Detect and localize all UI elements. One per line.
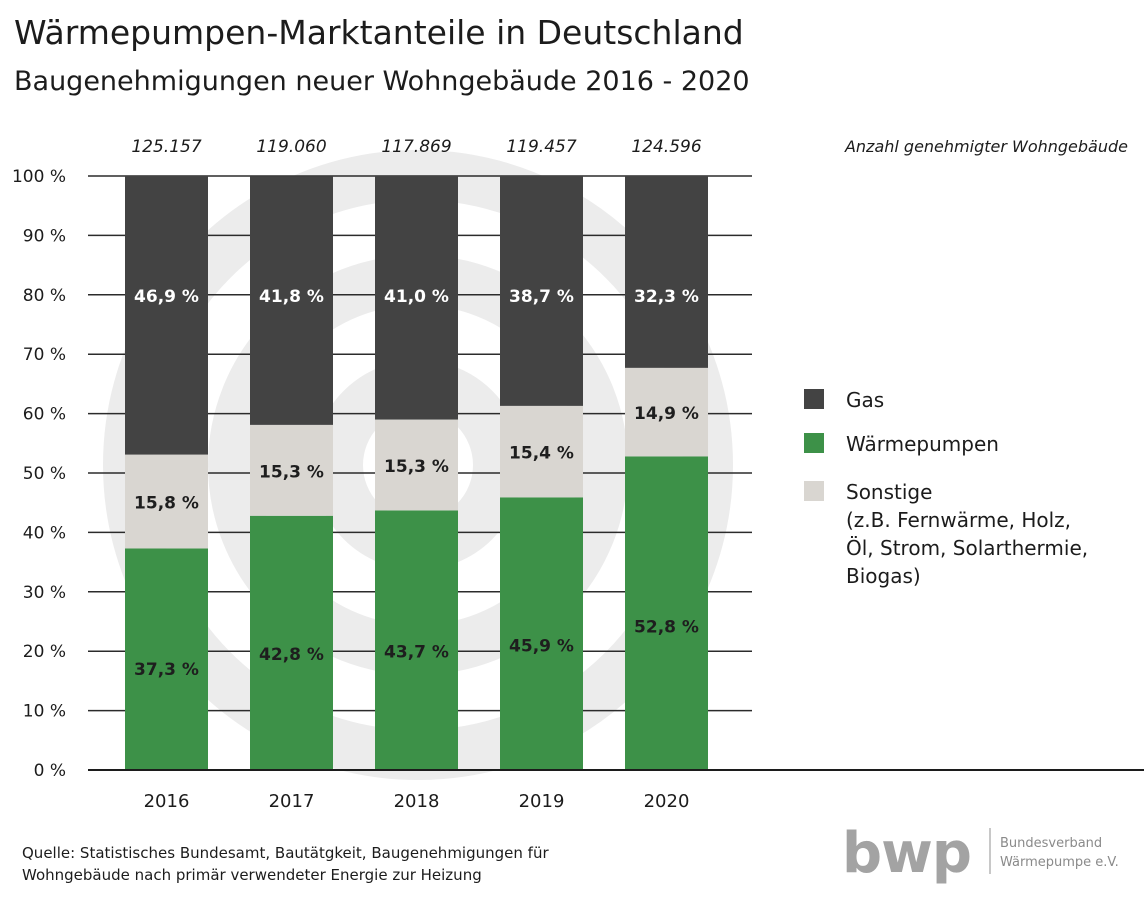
y-tick-label: 100 % <box>12 167 66 187</box>
bar-gas-2018 <box>375 176 458 420</box>
bar-gas-2019 <box>500 176 583 406</box>
data-label: 15,3 % <box>259 462 324 482</box>
logo-line-1: Bundesverband <box>1000 836 1102 851</box>
data-label: 41,8 % <box>259 287 324 307</box>
data-label: 37,3 % <box>134 660 199 680</box>
x-tick-label: 2020 <box>644 791 690 812</box>
bar-w-rmepumpen-2019 <box>500 497 583 770</box>
chart-title: Wärmepumpen-Marktanteile in Deutschland <box>14 13 744 52</box>
x-tick-label: 2017 <box>269 791 315 812</box>
y-tick-label: 30 % <box>23 583 66 603</box>
logo-line-2: Wärmepumpe e.V. <box>1000 855 1119 870</box>
bar-totals: 125.157 119.060 117.869 119.457 124.596 <box>131 137 701 157</box>
bar-sonstige-2020 <box>625 367 708 457</box>
bars <box>125 176 708 770</box>
bar-sonstige-2016 <box>125 454 208 549</box>
legend-label-w-rmepumpen: Wärmepumpen <box>846 432 999 456</box>
data-label: 45,9 % <box>509 637 574 657</box>
source-line-2: Wohngebäude nach primär verwendeter Ener… <box>22 866 482 884</box>
bar-w-rmepumpen-2017 <box>250 515 333 770</box>
y-tick-label: 50 % <box>23 464 66 484</box>
bar-total-label: 119.060 <box>256 137 326 157</box>
x-tick-label: 2016 <box>144 791 190 812</box>
y-tick-label: 20 % <box>23 642 66 662</box>
legend-label-gas: Gas <box>846 388 884 412</box>
x-tick-label: 2019 <box>519 791 565 812</box>
y-axis-ticks: 0 % 10 % 20 % 30 % 40 % 50 % 60 % 70 % 80 % 90 % 1… <box>12 167 66 781</box>
y-tick-label: 0 % <box>34 761 66 781</box>
data-label: 52,8 % <box>634 618 699 638</box>
totals-caption: Anzahl genehmigter Wohngebäude <box>844 137 1128 156</box>
data-label: 14,9 % <box>634 404 699 424</box>
data-label: 46,9 % <box>134 287 199 307</box>
bwp-logo: bwp Bundesverband Wärmepumpe e.V. <box>842 821 1119 886</box>
legend-swatch-sonstige <box>804 481 824 501</box>
bar-labels: 37,3 % 15,8 % 46,9 % 42,8 % 15,3 % 41,8 % 43,7… <box>134 287 699 680</box>
y-tick-label: 40 % <box>23 523 66 543</box>
bar-total-label: 125.157 <box>131 137 201 157</box>
source-line-1: Quelle: Statistisches Bundesamt, Bautätg… <box>22 844 549 862</box>
legend-label-sonstige: Sonstige <box>846 480 932 504</box>
bar-sonstige-2019 <box>500 405 583 498</box>
bar-total-label: 119.457 <box>506 137 576 157</box>
legend-label-sonstige: (z.B. Fernwärme, Holz, <box>846 508 1071 532</box>
legend-label-sonstige: Biogas) <box>846 564 921 588</box>
data-label: 41,0 % <box>384 287 449 307</box>
data-label: 42,8 % <box>259 645 324 665</box>
bar-sonstige-2017 <box>250 424 333 516</box>
bar-total-label: 124.596 <box>631 137 701 157</box>
x-axis-ticks: 2016 2017 2018 2019 2020 <box>144 791 690 812</box>
y-tick-label: 10 % <box>23 702 66 722</box>
logo-mark: bwp <box>842 821 971 886</box>
y-tick-label: 90 % <box>23 226 66 246</box>
legend-label-sonstige: Öl, Strom, Solarthermie, <box>846 536 1088 560</box>
data-label: 38,7 % <box>509 287 574 307</box>
bar-w-rmepumpen-2020 <box>625 456 708 770</box>
bar-gas-2020 <box>625 176 708 368</box>
legend-swatch-w-rmepumpen <box>804 433 824 453</box>
data-label: 43,7 % <box>384 643 449 663</box>
data-label: 32,3 % <box>634 287 699 307</box>
x-tick-label: 2018 <box>394 791 440 812</box>
y-tick-label: 60 % <box>23 405 66 425</box>
bar-sonstige-2018 <box>375 419 458 511</box>
legend: Gas Wärmepumpen Sonstige (z.B. Fernwärme, H… <box>804 388 1088 588</box>
chart-subtitle: Baugenehmigungen neuer Wohngebäude 2016 … <box>14 66 750 97</box>
data-label: 15,4 % <box>509 444 574 464</box>
data-label: 15,8 % <box>134 494 199 514</box>
y-tick-label: 70 % <box>23 345 66 365</box>
bar-w-rmepumpen-2018 <box>375 510 458 770</box>
legend-swatch-gas <box>804 389 824 409</box>
bar-w-rmepumpen-2016 <box>125 548 208 770</box>
bar-total-label: 117.869 <box>381 137 451 157</box>
bar-gas-2017 <box>250 176 333 425</box>
data-label: 15,3 % <box>384 457 449 477</box>
y-tick-label: 80 % <box>23 286 66 306</box>
bar-gas-2016 <box>125 176 208 455</box>
